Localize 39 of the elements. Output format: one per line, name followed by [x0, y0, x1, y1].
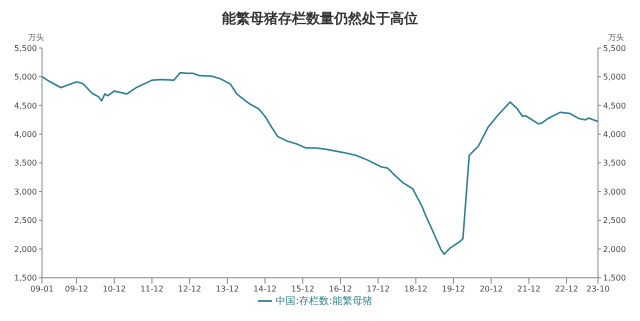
x-tick-label: 14-12	[253, 284, 277, 294]
x-tick-label: 19-12	[442, 284, 466, 294]
y-tick-label: 2,500	[14, 216, 37, 226]
y2-tick-label: 3,000	[603, 187, 626, 196]
legend-label: 中国:存栏数:能繁母猪	[276, 296, 372, 307]
y2-tick-label: 1,500	[603, 274, 626, 283]
y-tick-label: 3,500	[14, 158, 37, 168]
x-tick-label: 10-12	[102, 284, 126, 294]
y-tick-label: 1,500	[14, 274, 37, 283]
y2-tick-label: 2,500	[603, 216, 626, 226]
y-tick-label: 3,000	[14, 187, 37, 196]
x-tick-label: 16-12	[328, 284, 352, 294]
x-tick-label: 17-12	[366, 284, 390, 294]
chart-title: 能繁母猪存栏数量仍然处于高位	[221, 10, 419, 29]
y-axis-title: 万头	[28, 32, 44, 43]
y2-tick-label: 4,500	[603, 101, 626, 110]
x-tick-label: 20-12	[480, 284, 503, 294]
y-tick-label: 4,000	[14, 130, 37, 139]
x-tick-label: 12-12	[178, 284, 202, 294]
y2-axis-title: 万头	[608, 32, 624, 43]
y-tick-label: 4,500	[14, 101, 37, 110]
x-tick-label: 22-12	[554, 284, 578, 294]
y2-tick-label: 5,000	[603, 72, 626, 82]
x-tick-label: 15-12	[291, 284, 314, 294]
y2-tick-label: 5,500	[603, 44, 626, 53]
y-tick-label: 5,000	[14, 72, 37, 82]
x-tick-label: 18-12	[404, 284, 428, 294]
x-tick-label: 13-12	[216, 284, 239, 294]
x-tick-label: 21-12	[517, 284, 541, 294]
x-tick-label: 11-12	[140, 284, 164, 294]
line-series	[42, 72, 598, 255]
y-tick-label: 5,500	[14, 44, 37, 53]
y2-tick-label: 3,500	[603, 158, 626, 168]
x-tick-label: 09-12	[64, 284, 88, 294]
y2-tick-label: 2,000	[603, 244, 626, 254]
x-tick-label: 09-01	[30, 284, 54, 294]
y2-tick-label: 4,000	[603, 130, 626, 139]
y-tick-label: 2,000	[14, 244, 37, 254]
x-tick-label: 23-10	[586, 284, 610, 294]
